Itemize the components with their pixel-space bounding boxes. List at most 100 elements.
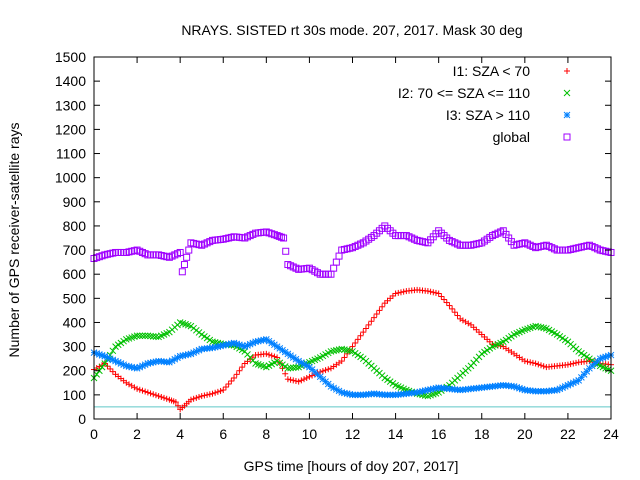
data-point bbox=[163, 395, 170, 402]
data-point bbox=[330, 264, 338, 272]
y-axis-label: Number of GPS receiver-satellite rays bbox=[6, 123, 22, 358]
legend-marker bbox=[563, 89, 571, 97]
data-point bbox=[395, 289, 402, 296]
data-point bbox=[438, 293, 445, 300]
data-point bbox=[465, 320, 472, 327]
data-point bbox=[141, 332, 149, 340]
data-point bbox=[521, 358, 528, 365]
data-point bbox=[279, 365, 286, 372]
data-point bbox=[289, 364, 297, 372]
data-point bbox=[295, 378, 302, 385]
data-point bbox=[225, 381, 232, 388]
data-point bbox=[187, 396, 194, 403]
data-point bbox=[427, 288, 434, 295]
legend-label: I2: 70 <= SZA <= 110 bbox=[398, 85, 530, 101]
data-point bbox=[268, 352, 275, 359]
y-tick-label: 900 bbox=[63, 194, 87, 210]
data-point bbox=[287, 364, 294, 372]
x-tick-label: 2 bbox=[133, 426, 141, 442]
data-point bbox=[158, 393, 165, 400]
data-point bbox=[231, 374, 238, 381]
data-point bbox=[570, 360, 577, 367]
y-tick-label: 1300 bbox=[55, 97, 86, 113]
data-point bbox=[175, 402, 182, 409]
data-point bbox=[183, 253, 191, 261]
data-point bbox=[529, 359, 536, 366]
data-point bbox=[185, 246, 193, 254]
data-point bbox=[537, 362, 544, 369]
x-tick-label: 24 bbox=[603, 426, 619, 442]
legend-label: I3: SZA > 110 bbox=[446, 107, 530, 123]
x-tick-label: 8 bbox=[262, 426, 270, 442]
data-point bbox=[212, 389, 219, 396]
y-tick-label: 500 bbox=[63, 290, 87, 306]
data-point bbox=[233, 371, 240, 378]
data-point bbox=[263, 350, 270, 357]
data-point bbox=[457, 315, 464, 322]
data-point bbox=[209, 390, 216, 397]
data-point bbox=[392, 290, 399, 297]
data-point bbox=[134, 385, 141, 392]
data-point bbox=[379, 303, 386, 310]
data-point bbox=[309, 372, 316, 379]
legend-marker bbox=[564, 68, 570, 74]
data-point bbox=[142, 388, 149, 395]
x-tick-label: 12 bbox=[345, 426, 361, 442]
data-point bbox=[451, 309, 458, 316]
y-tick-label: 700 bbox=[63, 242, 87, 258]
legend: I1: SZA < 70 I2: 70 <= SZA <= 110 I3: SZA … bbox=[398, 63, 571, 145]
x-tick-label: 18 bbox=[474, 426, 490, 442]
data-point bbox=[462, 318, 469, 325]
data-point bbox=[172, 399, 179, 406]
data-point bbox=[424, 288, 431, 295]
data-point bbox=[277, 233, 285, 241]
data-point bbox=[201, 392, 208, 399]
data-point bbox=[239, 364, 246, 371]
data-point bbox=[136, 332, 144, 340]
data-point bbox=[540, 363, 547, 370]
legend-label: global bbox=[493, 129, 530, 145]
data-point bbox=[150, 391, 157, 398]
legend-marker bbox=[563, 133, 571, 141]
data-point bbox=[101, 360, 109, 367]
data-point bbox=[196, 393, 203, 400]
data-point bbox=[292, 364, 300, 371]
data-point bbox=[280, 234, 288, 242]
x-tick-label: 22 bbox=[560, 426, 576, 442]
x-tick-label: 14 bbox=[388, 426, 404, 442]
y-tick-label: 200 bbox=[63, 363, 87, 379]
data-point bbox=[362, 325, 369, 332]
data-point bbox=[139, 332, 146, 340]
data-point bbox=[435, 290, 442, 297]
data-point bbox=[567, 361, 574, 368]
y-tick-label: 1100 bbox=[56, 146, 86, 162]
data-series bbox=[90, 222, 615, 413]
data-point bbox=[368, 318, 375, 325]
y-tick-label: 400 bbox=[63, 314, 87, 330]
data-point bbox=[109, 347, 117, 355]
data-point bbox=[322, 367, 329, 374]
data-point bbox=[220, 387, 227, 394]
data-point bbox=[371, 314, 378, 321]
data-point bbox=[357, 332, 364, 339]
x-tick-label: 6 bbox=[219, 426, 227, 442]
data-point bbox=[109, 368, 116, 375]
data-point bbox=[290, 377, 297, 384]
data-point bbox=[98, 363, 106, 371]
data-point bbox=[266, 351, 273, 358]
data-point bbox=[535, 361, 542, 368]
data-point bbox=[236, 367, 243, 374]
x-tick-label: 10 bbox=[302, 426, 318, 442]
data-point bbox=[144, 332, 152, 340]
data-point bbox=[275, 232, 283, 240]
series-3 bbox=[90, 222, 615, 278]
y-tick-label: 1500 bbox=[55, 49, 86, 65]
data-point bbox=[319, 368, 326, 375]
data-point bbox=[198, 393, 205, 400]
data-point bbox=[133, 332, 141, 340]
data-point bbox=[446, 302, 453, 309]
data-point bbox=[564, 361, 571, 368]
data-point bbox=[161, 394, 168, 401]
data-point bbox=[206, 391, 213, 398]
